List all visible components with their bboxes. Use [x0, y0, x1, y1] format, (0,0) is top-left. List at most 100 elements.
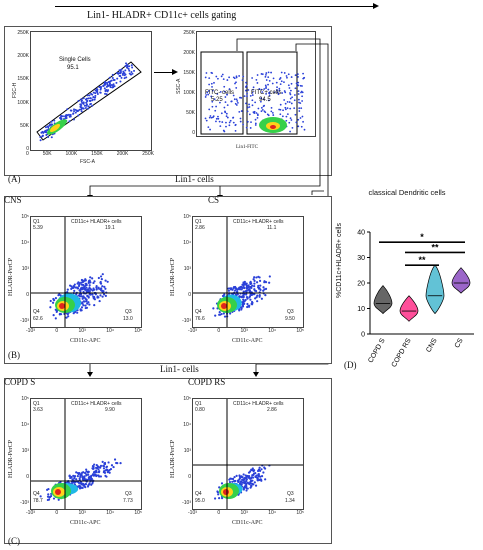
event-dot	[84, 297, 87, 300]
event-dot	[108, 83, 111, 86]
event-dot	[265, 73, 267, 76]
event-dot	[256, 74, 259, 76]
event-dot	[245, 286, 248, 289]
event-dot	[208, 77, 211, 80]
quadrant-q4-name: Q4	[33, 491, 40, 497]
event-dot	[94, 473, 97, 476]
event-dot	[258, 466, 261, 469]
event-dot	[235, 98, 238, 101]
quadrant-q4-value: 62.6	[33, 316, 43, 322]
event-dot	[215, 117, 218, 120]
event-dot	[251, 293, 255, 296]
event-dot	[70, 475, 73, 479]
event-dot	[219, 125, 222, 128]
density-peak	[55, 489, 61, 495]
event-dot	[217, 493, 220, 496]
event-dot	[47, 498, 51, 501]
quadrant-q2-name: CD11c+ HLADR+ cells	[233, 219, 284, 225]
event-dot	[96, 93, 99, 96]
event-dot	[252, 278, 255, 281]
event-dot	[293, 107, 296, 110]
a2-y-tick: 50K	[186, 110, 195, 116]
quadrant-q1-name: Q1	[33, 401, 40, 407]
event-dot	[65, 113, 68, 116]
a2-y-ticks: 0 50K 100K 150K 200K 250K	[180, 30, 195, 136]
event-dot	[99, 466, 102, 469]
event-dot	[74, 111, 77, 114]
event-dot	[126, 63, 129, 66]
event-dot	[91, 104, 94, 107]
a2-y-tick: 200K	[183, 50, 195, 56]
event-dot	[251, 476, 255, 479]
quadrant-q4-name: Q4	[195, 491, 202, 497]
event-dot	[260, 475, 264, 478]
event-dot	[237, 479, 240, 482]
event-dot	[115, 461, 118, 465]
event-dot	[94, 89, 97, 92]
event-dot	[222, 129, 225, 132]
event-dot	[263, 281, 266, 284]
event-dot	[86, 100, 89, 103]
a1-x-tick: 50K	[42, 151, 52, 157]
event-dot	[98, 470, 101, 473]
event-dot	[297, 76, 299, 78]
event-dot	[49, 306, 52, 309]
y-tick: -10³	[182, 318, 191, 324]
event-dot	[241, 478, 244, 481]
event-dot	[232, 286, 236, 289]
event-dot	[92, 281, 95, 285]
flow-plot-area: Q1 0.80 CD11c+ HLADR+ cells 2.86 Q3 1.34 Q4 95.…	[192, 398, 304, 510]
event-dot	[128, 72, 131, 75]
x-ticks: -10³ 0 10³ 10⁴ 10⁵	[188, 510, 304, 516]
event-dot	[248, 103, 250, 106]
event-dot	[256, 477, 259, 480]
event-dot	[92, 91, 95, 94]
fitc-neg-gate-value: 5.25	[211, 97, 223, 103]
event-dot	[83, 287, 86, 290]
event-dot	[98, 299, 101, 303]
event-dot	[262, 289, 265, 292]
event-dot	[92, 297, 95, 300]
event-dot	[267, 83, 269, 86]
event-dot	[115, 81, 118, 84]
y-tick: 10⁵	[183, 396, 191, 402]
y-tick: 10⁵	[21, 396, 29, 402]
event-dot	[285, 119, 288, 122]
event-dot	[253, 289, 256, 292]
event-dot	[284, 102, 287, 105]
event-dot	[210, 71, 213, 74]
event-dot	[78, 485, 82, 488]
quadrant-q3-name: Q3	[287, 491, 294, 497]
quadrant-q1-value: 2.86	[195, 225, 205, 231]
event-dot	[235, 474, 238, 477]
flow-plot-area: Q1 5.39 CD11c+ HLADR+ cells 19.1 Q3 13.0 Q4 62.…	[30, 216, 142, 328]
event-dot	[253, 112, 256, 115]
event-dot	[286, 100, 289, 103]
event-dot	[232, 480, 236, 483]
event-dot	[225, 125, 227, 128]
event-dot	[73, 289, 76, 292]
event-dot	[223, 293, 226, 296]
event-dot	[260, 468, 263, 471]
event-dot	[97, 276, 100, 280]
event-dot	[77, 281, 80, 284]
quadrant-q3-name: Q3	[287, 309, 294, 315]
event-dot	[72, 112, 75, 115]
quadrant-q3-value: 1.34	[285, 498, 295, 504]
event-dot	[77, 287, 80, 290]
x-tick: 0	[217, 328, 221, 334]
event-dot	[67, 315, 70, 318]
event-dot	[98, 85, 101, 88]
event-dot	[280, 80, 283, 83]
y-tick: 10⁴	[21, 240, 29, 246]
event-dot	[250, 121, 252, 124]
event-dot	[256, 113, 259, 116]
event-dot	[133, 69, 136, 72]
event-dot	[279, 113, 282, 116]
event-dot	[237, 480, 240, 484]
event-dot	[228, 480, 232, 484]
event-dot	[207, 126, 210, 129]
event-dot	[219, 90, 222, 93]
event-dot	[248, 106, 251, 108]
quadrant-q1-value: 0.80	[195, 407, 205, 413]
